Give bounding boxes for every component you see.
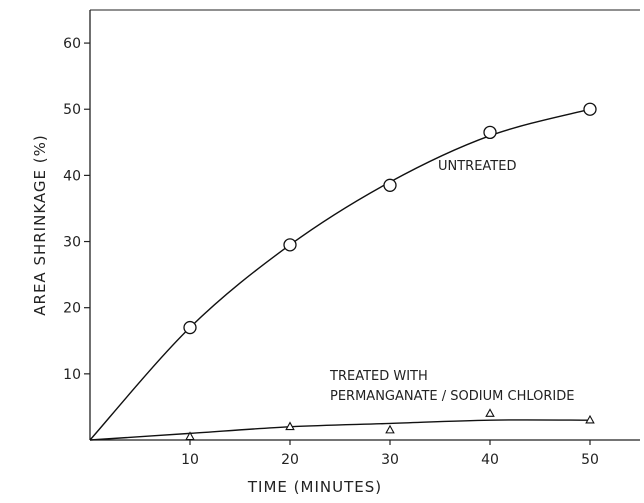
data-point-circle: [583, 102, 597, 116]
y-tick-label: 60: [63, 36, 81, 52]
data-point-circle: [183, 320, 197, 335]
y-tick-label: 40: [63, 168, 81, 184]
y-tick-label: 20: [63, 301, 81, 317]
series-markers: [183, 102, 597, 441]
plot-frame: [89, 9, 640, 441]
x-tick-label: 30: [381, 452, 399, 468]
treated-label-line-1: TREATED WITH: [329, 369, 428, 384]
data-point-circle: [483, 125, 497, 140]
ticks: 10 20 30 40 50 60 10 20 30 40 50: [63, 36, 599, 468]
data-point-circle: [383, 178, 397, 192]
data-point-triangle: [585, 414, 595, 424]
y-tick-label: 50: [63, 102, 81, 118]
x-tick-label: 50: [581, 452, 599, 468]
x-axis-title: TIME (MINUTES): [247, 478, 382, 496]
x-tick-label: 40: [481, 452, 499, 468]
x-tick-label: 20: [281, 452, 299, 468]
y-tick-label: 30: [63, 235, 81, 251]
y-tick-label: 10: [63, 367, 81, 383]
data-point-triangle: [385, 424, 395, 434]
untreated-label: UNTREATED: [438, 159, 516, 174]
data-point-triangle: [485, 408, 495, 417]
y-axis-title: AREA SHRINKAGE (%): [31, 134, 49, 315]
data-point-triangle: [185, 431, 195, 441]
x-tick-label: 10: [181, 452, 199, 468]
treated-label-line-2: PERMANGANATE / SODIUM CHLORIDE: [330, 389, 574, 404]
series-line-1: [89, 419, 591, 441]
data-point-triangle: [285, 421, 295, 431]
data-point-circle: [283, 238, 297, 252]
